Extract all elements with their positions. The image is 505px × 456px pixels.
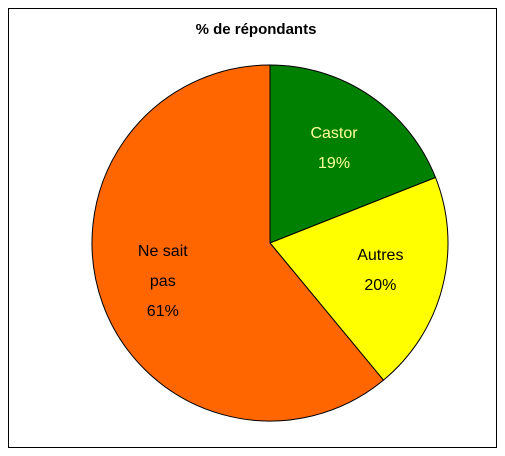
slice-label-box: Castor 19% — [298, 99, 370, 199]
slice-label: Castor 19% — [298, 99, 370, 199]
slice-label-box: Ne sait pas 61% — [127, 232, 199, 332]
category-label: Autres — [357, 247, 404, 265]
value-label: 20% — [364, 277, 397, 295]
slice-label: Autres 20% — [344, 221, 416, 321]
pie-slice — [269, 176, 449, 381]
pie-slice — [91, 64, 385, 422]
category-label: Castor — [310, 124, 358, 142]
value-label: 19% — [318, 154, 351, 172]
chart-title: % de répondants — [196, 21, 317, 38]
slice-label-box: Autres 20% — [344, 221, 416, 321]
value-label: 61% — [146, 302, 179, 320]
pie-slice — [269, 64, 437, 244]
slice-label: Ne sait pas 61% — [127, 232, 199, 332]
category-label: Ne sait pas — [137, 242, 188, 290]
